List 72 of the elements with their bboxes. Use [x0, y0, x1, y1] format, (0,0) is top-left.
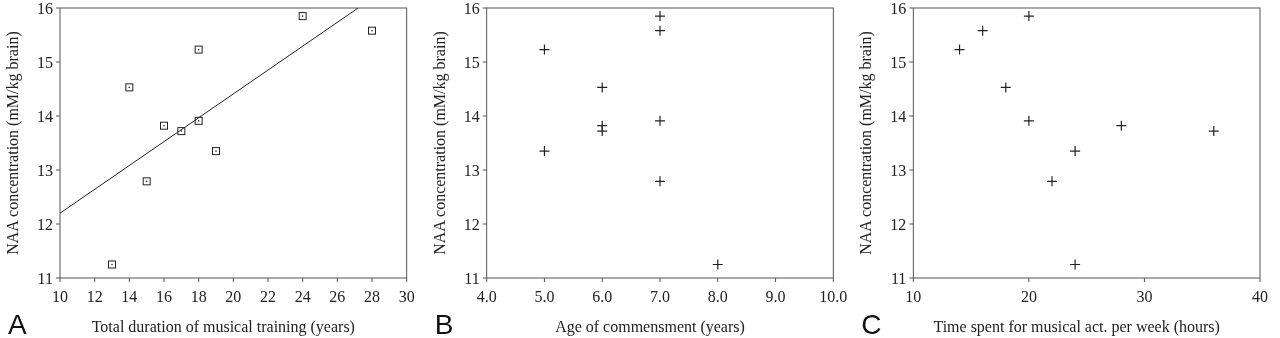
point	[194, 116, 203, 125]
point	[1000, 81, 1012, 93]
y-tick-label: 13	[890, 161, 907, 179]
x-tick-label: 40	[1252, 288, 1268, 305]
point	[1046, 175, 1058, 187]
x-tick-label: 9.0	[765, 288, 786, 305]
point	[654, 115, 666, 127]
y-tick-label: 16	[463, 0, 480, 17]
x-tick-label: 8.0	[707, 288, 728, 305]
point	[538, 43, 551, 56]
point	[177, 127, 186, 136]
point	[1115, 120, 1127, 132]
point	[1023, 115, 1035, 127]
point	[596, 125, 608, 137]
point	[538, 145, 551, 157]
x-tick-label: 14	[121, 288, 138, 305]
y-tick-label: 13	[463, 161, 480, 179]
x-tick-label: 22	[260, 288, 276, 305]
text: A	[8, 309, 27, 338]
x-tick-label: 20	[1020, 288, 1037, 305]
y-tick-label: 12	[463, 215, 480, 233]
y-axis-title: NAA concentration (mM/kg brain)	[4, 31, 22, 255]
text: C	[861, 309, 882, 338]
y-tick-label: 12	[890, 215, 907, 233]
point	[212, 147, 220, 156]
point	[654, 175, 666, 187]
x-tick-label: 26	[329, 288, 346, 305]
y-tick-label: 15	[37, 53, 53, 71]
y-tick-label: 13	[37, 161, 53, 179]
point	[1069, 145, 1081, 157]
y-tick-label: 11	[464, 269, 480, 287]
x-tick-label: 24	[294, 288, 311, 305]
point	[654, 25, 666, 37]
y-tick-label: 12	[37, 215, 53, 233]
point	[654, 10, 666, 22]
x-tick-label: 18	[190, 288, 207, 305]
x-tick-label: 16	[156, 288, 172, 305]
y-axis-title: NAA concentration (mM/kg brain)	[430, 31, 449, 255]
x-tick-label: 12	[86, 288, 103, 305]
x-tick-label: 10	[52, 288, 68, 305]
x-tick-label: 28	[364, 288, 380, 305]
x-tick-label: 20	[225, 288, 242, 305]
x-axis-title: Total duration of musical training (years)	[91, 318, 355, 336]
y-axis-title: NAA concentration (mM/kg brain)	[857, 31, 876, 255]
point	[953, 43, 966, 56]
x-tick-label: 10.0	[819, 288, 848, 305]
point	[596, 81, 608, 93]
x-tick-label: 30	[398, 288, 415, 305]
x-tick-label: 4.0	[476, 288, 497, 305]
y-tick-label: 14	[890, 107, 907, 125]
x-axis-title: Age of commensment (years)	[555, 318, 745, 336]
y-tick-label: 15	[890, 53, 907, 71]
y-tick-label: 14	[463, 107, 480, 125]
point	[298, 12, 307, 21]
x-tick-label: 5.0	[534, 288, 555, 305]
y-tick-label: 11	[37, 269, 53, 287]
point	[977, 25, 989, 37]
x-tick-label: 6.0	[592, 288, 613, 305]
x-axis-title: Time spent for musical act. per week (hours)	[933, 318, 1220, 336]
point	[1208, 125, 1220, 137]
point	[712, 258, 724, 271]
x-tick-label: 30	[1136, 288, 1153, 305]
x-tick-label: 7.0	[650, 288, 670, 305]
y-tick-label: 16	[890, 0, 907, 17]
y-tick-label: 16	[37, 0, 53, 17]
y-tick-label: 15	[463, 53, 480, 71]
y-tick-label: 14	[37, 107, 53, 125]
point	[1069, 258, 1081, 271]
text: B	[434, 309, 454, 338]
x-tick-label: 10	[905, 288, 922, 305]
y-tick-label: 11	[890, 269, 907, 287]
point	[1023, 10, 1035, 22]
